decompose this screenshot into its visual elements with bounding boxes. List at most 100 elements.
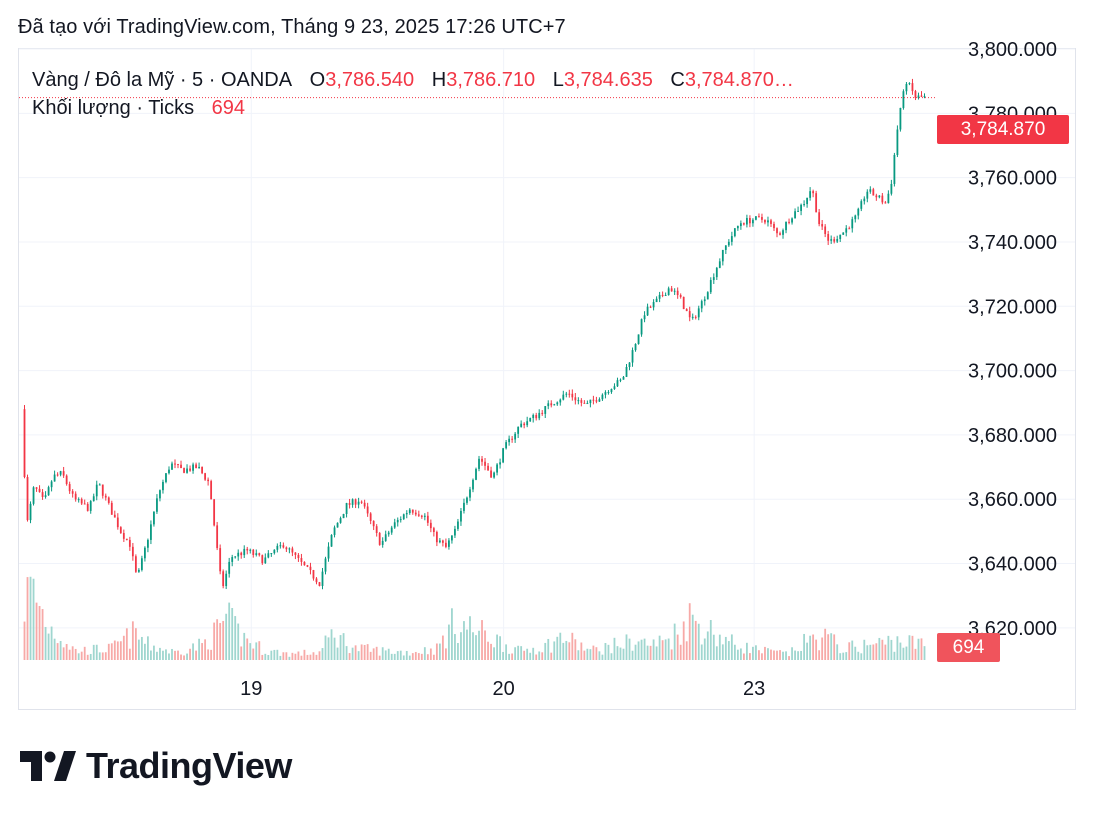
- volume-bar: [165, 649, 167, 660]
- volume-bar: [29, 576, 32, 660]
- volume-bar: [842, 652, 845, 660]
- tradingview-wordmark: TradingView: [86, 745, 292, 786]
- candle: [201, 466, 203, 475]
- tradingview-logo[interactable]: TradingView: [20, 744, 292, 788]
- candle: [306, 564, 309, 568]
- candle: [110, 500, 113, 515]
- candle: [863, 196, 866, 205]
- volume-bar: [818, 650, 821, 660]
- candle: [700, 299, 703, 313]
- candle: [147, 538, 149, 553]
- volume-bar: [131, 621, 134, 660]
- candle: [631, 347, 634, 367]
- symbol-label[interactable]: Vàng / Đô la Mỹ · 5 · OANDA: [32, 69, 293, 91]
- candle: [770, 218, 772, 228]
- candle: [399, 516, 402, 523]
- volume-bar: [207, 649, 210, 660]
- candle: [171, 461, 173, 470]
- volume-bar: [742, 653, 745, 660]
- candle: [815, 190, 818, 213]
- volume-bar: [276, 649, 279, 660]
- candle: [417, 510, 420, 517]
- volume-bar: [137, 639, 140, 660]
- candle: [568, 389, 571, 398]
- volume-bar: [794, 650, 796, 660]
- volume-bar: [761, 653, 763, 660]
- volume-bar: [291, 652, 294, 660]
- candle: [577, 397, 580, 405]
- volume-bar: [586, 648, 589, 660]
- candle: [884, 200, 887, 204]
- candle: [315, 577, 318, 585]
- candle: [50, 480, 53, 492]
- volume-label[interactable]: Khối lượng · Ticks: [32, 97, 195, 119]
- volume-bar: [285, 652, 288, 660]
- candle: [818, 209, 821, 227]
- volume-bar: [643, 638, 646, 660]
- candle: [137, 568, 140, 573]
- candle: [556, 401, 559, 406]
- candle: [821, 219, 824, 230]
- candle: [225, 570, 228, 590]
- volume-bar: [65, 644, 68, 660]
- candle: [198, 462, 200, 469]
- candle: [532, 413, 535, 423]
- candle: [432, 526, 435, 537]
- candle: [739, 220, 742, 230]
- volume-bar: [47, 633, 50, 660]
- candle: [920, 91, 923, 98]
- volume-bar: [339, 635, 342, 660]
- candle: [466, 496, 468, 505]
- price-tick-label: 3,640.000: [968, 554, 1057, 576]
- volume-bar: [432, 654, 435, 660]
- volume-bar: [451, 608, 453, 660]
- candle: [703, 296, 706, 306]
- candle: [607, 390, 610, 395]
- volume-bar: [553, 641, 556, 660]
- volume-bar: [487, 641, 489, 660]
- candle: [613, 383, 616, 390]
- volume-bar: [490, 643, 492, 660]
- volume-bar: [583, 650, 586, 660]
- candle: [872, 187, 875, 196]
- volume-bar: [294, 653, 297, 660]
- volume-bar: [213, 622, 216, 660]
- candle: [216, 521, 219, 551]
- volume-bar: [192, 643, 194, 660]
- volume-bar: [375, 646, 378, 660]
- volume-bar: [357, 651, 360, 660]
- created-with-text: Đã tạo với TradingView.com, Tháng 9 23, …: [18, 16, 566, 38]
- candle: [691, 313, 694, 320]
- candle: [246, 546, 249, 555]
- candle: [441, 539, 444, 547]
- volume-bar: [95, 644, 98, 660]
- volume-bar: [601, 654, 604, 660]
- candle: [896, 125, 899, 158]
- volume-bar: [788, 656, 790, 660]
- volume-bar: [887, 635, 890, 660]
- volume-bar: [270, 650, 273, 660]
- volume-bar: [661, 640, 664, 660]
- price-tick-label: 3,700.000: [968, 361, 1057, 383]
- volume-bar: [550, 652, 553, 660]
- open-label: O: [309, 69, 326, 91]
- volume-bar: [746, 642, 748, 660]
- candle: [448, 538, 450, 550]
- volume-bar: [559, 632, 562, 660]
- volume-bar: [899, 642, 902, 660]
- volume-bar: [300, 655, 303, 660]
- candle: [736, 225, 739, 231]
- candle: [354, 498, 357, 509]
- volume-bar: [116, 641, 119, 660]
- candle: [267, 550, 270, 559]
- volume-bar: [655, 646, 658, 660]
- volume-bar: [875, 643, 878, 660]
- low-label: L: [552, 69, 564, 91]
- volume-bar: [529, 652, 532, 660]
- volume-bar: [402, 655, 405, 660]
- volume-bar: [646, 645, 649, 660]
- volume-bar: [261, 654, 264, 660]
- candle: [887, 190, 890, 204]
- candle: [131, 542, 134, 561]
